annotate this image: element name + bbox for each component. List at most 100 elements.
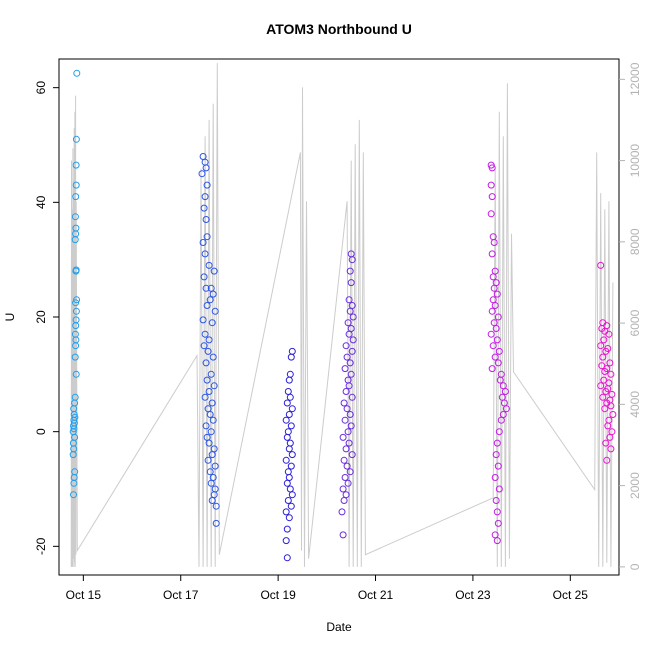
data-point: [345, 330, 353, 338]
data-point: [602, 439, 610, 447]
y-axis-label: U: [3, 313, 17, 322]
y-tick-label: 40: [34, 195, 48, 209]
data-point: [348, 393, 356, 401]
data-point: [490, 284, 498, 292]
data-point: [492, 325, 500, 332]
data-point: [286, 393, 294, 401]
data-point: [282, 508, 290, 516]
data-point: [343, 353, 351, 361]
data-point: [605, 330, 613, 338]
data-point: [205, 439, 213, 447]
data-point: [499, 382, 507, 390]
data-point: [493, 439, 501, 447]
data-point: [72, 161, 80, 169]
data-point: [597, 261, 605, 269]
data-point: [341, 474, 349, 481]
data-point: [609, 411, 617, 418]
data-point: [344, 319, 352, 327]
y2-tick-label: 12000: [628, 62, 642, 96]
data-point: [602, 388, 610, 395]
data-point: [285, 474, 293, 481]
y2-tick-label: 2000: [628, 472, 642, 499]
data-point: [203, 181, 211, 189]
data-point: [201, 393, 209, 401]
data-point: [349, 336, 357, 344]
data-point: [210, 267, 218, 275]
data-point: [598, 362, 606, 370]
data-point: [288, 451, 296, 459]
data-point: [204, 347, 212, 355]
data-point: [345, 439, 353, 447]
y-axis: -20 0 20 40 60: [34, 81, 59, 555]
data-point: [599, 353, 607, 361]
data-point: [493, 537, 501, 545]
data-point: [489, 273, 497, 281]
data-point: [605, 379, 613, 387]
data-point: [491, 302, 499, 309]
data-point: [71, 353, 79, 361]
data-point: [284, 468, 292, 476]
data-point: [286, 439, 294, 447]
data-point: [209, 353, 217, 361]
data-point: [201, 330, 209, 338]
data-point: [490, 239, 498, 246]
data-point: [497, 370, 505, 378]
data-point: [284, 388, 292, 395]
data-point: [203, 302, 211, 309]
data-point: [206, 296, 214, 304]
y2-tick-label: 4000: [628, 391, 642, 418]
data-point: [212, 502, 220, 510]
data-point: [282, 456, 290, 464]
data-point: [71, 213, 79, 221]
x-tick-label: Oct 15: [66, 588, 102, 602]
data-point: [283, 433, 291, 441]
data-point: [344, 479, 352, 487]
data-point: [340, 497, 348, 504]
data-point: [285, 445, 293, 453]
data-point: [489, 342, 497, 350]
data-point: [288, 491, 296, 499]
data-point: [72, 266, 80, 274]
y-tick-label: 20: [34, 310, 48, 324]
data-point: [211, 307, 219, 315]
data-point: [606, 359, 614, 367]
data-point: [202, 422, 210, 430]
data-point: [346, 411, 354, 418]
data-point: [348, 451, 356, 459]
data-point: [73, 296, 81, 304]
data-point: [198, 170, 206, 178]
data-point: [487, 181, 495, 189]
plot-frame: [58, 58, 620, 576]
x-tick-label: Oct 25: [553, 588, 589, 602]
data-point: [73, 69, 81, 77]
data-point: [488, 250, 496, 258]
data-point: [203, 376, 211, 384]
data-point: [600, 376, 608, 384]
data-point: [284, 428, 292, 436]
data-point: [200, 204, 208, 212]
data-point: [283, 554, 291, 562]
data-point: [340, 399, 348, 407]
data-point: [597, 342, 605, 350]
data-point: [70, 491, 77, 499]
data-point: [201, 193, 209, 201]
data-point: [288, 347, 296, 355]
data-point: [283, 525, 291, 533]
data-point: [492, 497, 500, 504]
data-point: [340, 456, 348, 464]
data-point: [71, 468, 79, 476]
data-point: [72, 316, 80, 324]
x-axis-label: Date: [326, 620, 352, 634]
data-point: [494, 313, 502, 321]
data-point: [599, 393, 607, 401]
data-point: [606, 433, 614, 441]
data-point: [208, 399, 216, 407]
data-point: [72, 370, 80, 378]
data-point: [601, 405, 609, 413]
data-point: [493, 336, 501, 344]
data-point: [201, 250, 209, 258]
data-point: [72, 135, 80, 143]
data-point: [283, 479, 291, 487]
y2-axis: 0 2000 4000 6000 8000 10000 12000: [619, 62, 642, 570]
